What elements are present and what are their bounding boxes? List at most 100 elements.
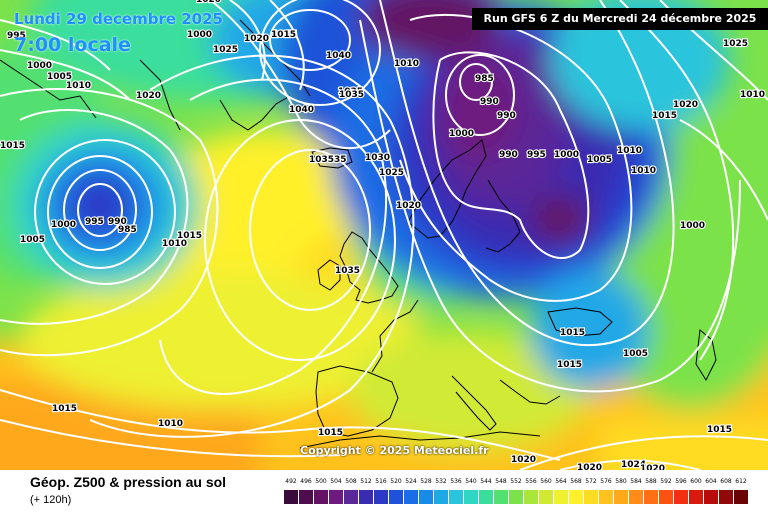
legend-value-label: 548 <box>495 478 507 485</box>
legend-color-swatch <box>389 490 403 504</box>
legend-color-swatch <box>434 490 448 504</box>
legend-value-label: 552 <box>510 478 522 485</box>
legend-value-label: 600 <box>690 478 702 485</box>
legend-value-label: 532 <box>435 478 447 485</box>
legend-value-label: 592 <box>660 478 672 485</box>
isobar-label: 1005 <box>47 72 72 82</box>
isobar-label: 1025 <box>379 168 404 178</box>
isobar-label: 995 <box>85 217 104 227</box>
isobar-label: 1005 <box>587 155 612 165</box>
isobar-label: 1010 <box>66 81 91 91</box>
isobar-label: 1015 <box>557 360 582 370</box>
legend-value-label: 512 <box>360 478 372 485</box>
legend-value-label: 496 <box>300 478 312 485</box>
isobar-label: 990 <box>480 97 499 107</box>
legend-color-swatch <box>584 490 598 504</box>
legend-color-swatch <box>644 490 658 504</box>
isobar-label: 990 <box>497 111 516 121</box>
legend-value-label: 608 <box>720 478 732 485</box>
isobar-label: 1000 <box>187 30 212 40</box>
legend-color-swatch <box>374 490 388 504</box>
legend-color-swatch <box>659 490 673 504</box>
isobar-label: 1025 <box>213 45 238 55</box>
legend-value-label: 536 <box>450 478 462 485</box>
isobar-label: 103535 <box>309 155 347 165</box>
isobar-label: 1015 <box>271 30 296 40</box>
isobar-label: 1010 <box>158 419 183 429</box>
isobar-label: 1020 <box>136 91 161 101</box>
footer-bar: Géop. Z500 & pression au sol (+ 120h) 49… <box>0 470 768 512</box>
isobar-label: 1024 <box>621 460 646 470</box>
isobar-label: 1000 <box>554 150 579 160</box>
legend-value-label: 588 <box>645 478 657 485</box>
isobar-label: 1015 <box>0 141 25 151</box>
legend-color-swatch <box>479 490 493 504</box>
isobar-label: 995 <box>7 31 26 41</box>
isobar-label: 1015 <box>52 404 77 414</box>
isobar-label: 1020 <box>244 34 269 44</box>
legend-value-label: 564 <box>555 478 567 485</box>
legend-color-swatch <box>284 490 298 504</box>
legend-color-swatch <box>494 490 508 504</box>
legend-value-label: 544 <box>480 478 492 485</box>
legend-color-swatch <box>359 490 373 504</box>
isobar-label: 985 <box>475 74 494 84</box>
isobar-label: 1040 <box>326 51 351 61</box>
legend-value-label: 584 <box>630 478 642 485</box>
footer-title: Géop. Z500 & pression au sol <box>30 474 227 490</box>
legend-value-label: 524 <box>405 478 417 485</box>
legend-value-label: 500 <box>315 478 327 485</box>
legend-color-swatch <box>614 490 628 504</box>
valid-date-title: Lundi 29 decembre 2025 <box>14 10 223 28</box>
legend-value-label: 556 <box>525 478 537 485</box>
isobar-label: 1035 <box>338 87 363 97</box>
legend-value-label: 520 <box>390 478 402 485</box>
legend-color-swatch <box>734 490 748 504</box>
legend-color-swatch <box>404 490 418 504</box>
isobar-label: 1015 <box>560 328 585 338</box>
isobar-label: 1020 <box>511 455 536 465</box>
legend-color-swatch <box>629 490 643 504</box>
legend-value-label: 612 <box>735 478 747 485</box>
legend-value-label: 504 <box>330 478 342 485</box>
legend-value-label: 596 <box>675 478 687 485</box>
copyright-notice: Copyright © 2025 Meteociel.fr <box>300 444 489 457</box>
isobar-label: 1010 <box>740 90 765 100</box>
legend-color-swatch <box>539 490 553 504</box>
legend-color-swatch <box>449 490 463 504</box>
coastlines <box>0 19 717 449</box>
legend-value-label: 516 <box>375 478 387 485</box>
isobar-label: 1020 <box>577 463 602 470</box>
legend-color-swatch <box>344 490 358 504</box>
legend-value-label: 560 <box>540 478 552 485</box>
isobar-label: 1035 <box>335 266 360 276</box>
legend-color-swatch <box>599 490 613 504</box>
isobar-label: 1010 <box>394 59 419 69</box>
legend-color-swatch <box>314 490 328 504</box>
isobars <box>0 0 768 470</box>
run-info-banner: Run GFS 6 Z du Mercredi 24 décembre 2025 <box>472 8 768 30</box>
isobar-label: 1010 <box>631 166 656 176</box>
isobar-label: 1000 <box>27 61 52 71</box>
isobar-label: 1005 <box>623 349 648 359</box>
isobar-label: 1000 <box>680 221 705 231</box>
isobar-label: 1040 <box>289 105 314 115</box>
isobar-label: 1025 <box>723 39 748 49</box>
isobar-label: 1015 <box>707 425 732 435</box>
legend-color-swatch <box>689 490 703 504</box>
legend-value-label: 572 <box>585 478 597 485</box>
isobar-label: 1015 <box>318 428 343 438</box>
legend-value-label: 508 <box>345 478 357 485</box>
legend-value-label: 568 <box>570 478 582 485</box>
isobar-label: 995 <box>527 150 546 160</box>
forecast-hour-label: (+ 120h) <box>30 494 72 506</box>
legend-value-label: 540 <box>465 478 477 485</box>
legend-value-label: 580 <box>615 478 627 485</box>
legend-color-swatch <box>464 490 478 504</box>
isobar-label: 990 <box>108 217 127 227</box>
isobar-label: 1020 <box>640 464 665 470</box>
isobar-label: 1035 <box>339 90 364 100</box>
isobar-label: 990 <box>499 150 518 160</box>
local-time-title: 7:00 locale <box>14 34 131 56</box>
